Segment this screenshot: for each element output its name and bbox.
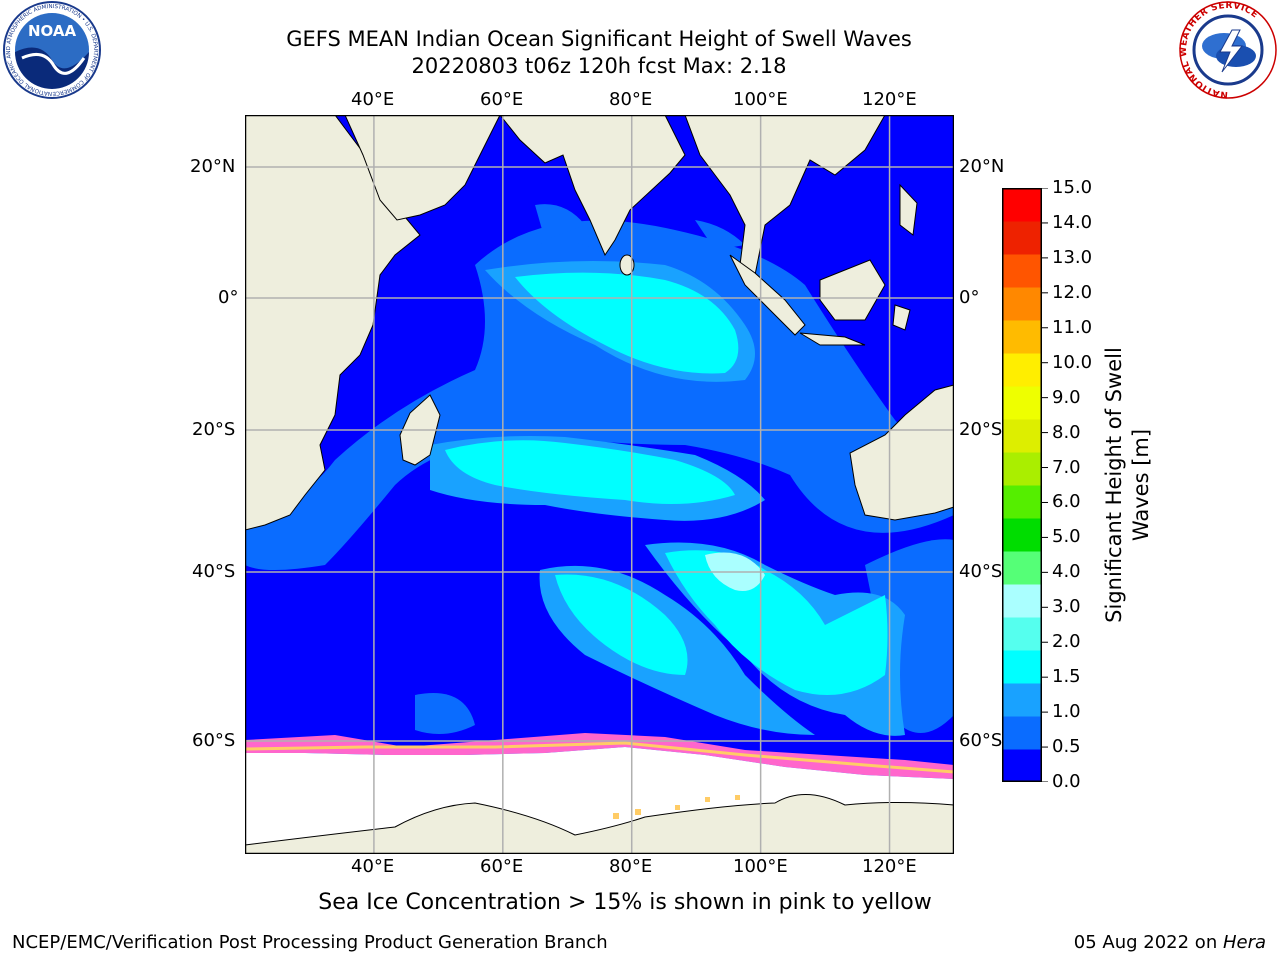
colorbar-tick-label: 12.0 [1052,281,1093,303]
colorbar-tick-label: 1.0 [1052,701,1081,723]
footer-host: Hera [1222,932,1266,953]
colorbar-segment [1002,452,1042,486]
map-gridlines [245,115,954,854]
colorbar-tick-label: 0.5 [1052,736,1081,758]
colorbar-segment [1002,485,1042,519]
colorbar-segment [1002,518,1042,552]
lat-label-left-40s: 40°S [192,561,236,582]
lon-label-bottom-40e: 40°E [351,856,395,877]
colorbar-tick-label: 10.0 [1052,351,1093,373]
colorbar-tick-label: 14.0 [1052,211,1093,233]
lon-label-top-120e: 120°E [862,89,917,110]
swell-height-map [245,115,954,854]
colorbar-tick-label: 7.0 [1052,456,1081,478]
land-antarctica [245,794,954,854]
colorbar-segment [1002,584,1042,618]
lon-label-bottom-120e: 120°E [862,856,917,877]
land-java [799,332,866,346]
lon-label-bottom-80e: 80°E [609,856,653,877]
chart-title: GEFS MEAN Indian Ocean Significant Heigh… [286,27,912,51]
colorbar-tick-label: 4.0 [1052,561,1081,583]
colorbar [1002,188,1048,782]
lat-label-right-40s: 40°S [959,561,1003,582]
lon-label-top-100e: 100°E [733,89,788,110]
colorbar-segment [1002,320,1042,354]
land-india [499,115,686,257]
colorbar-segment [1002,650,1042,684]
colorbar-segment [1002,254,1042,288]
sea-ice-edge [245,733,954,779]
colorbar-segment [1002,419,1042,453]
lat-label-right-20n: 20°N [959,156,1005,177]
land-borneo [819,259,886,321]
colorbar-segment [1002,716,1042,750]
footer-date-text: 05 Aug 2022 on [1073,932,1223,953]
chart-subtitle: 20220803 t06z 120h fcst Max: 2.18 [411,54,787,78]
lat-label-left-20n: 20°N [190,156,236,177]
swell-band-1.5-2.0 [445,272,888,695]
colorbar-tick-label: 2.0 [1052,631,1081,653]
colorbar-segment [1002,551,1042,585]
noaa-logo-text: NOAA [28,22,77,40]
sea-ice-caption: Sea Ice Concentration > 15% is shown in … [318,890,932,915]
colorbar-tick-label: 8.0 [1052,421,1081,443]
lat-label-left-20s: 20°S [192,419,236,440]
colorbar-segment [1002,749,1042,782]
colorbar-tick-label: 15.0 [1052,177,1093,198]
colorbar-segment [1002,188,1042,222]
colorbar-segment [1002,353,1042,387]
land-sulawesi [892,304,911,331]
colorbar-tick-label: 1.5 [1052,666,1081,688]
land-australia [849,384,954,521]
lon-label-top-40e: 40°E [351,89,395,110]
colorbar-tick-label: 9.0 [1052,386,1081,408]
colorbar-segment [1002,617,1042,651]
colorbar-tick-label: 6.0 [1052,491,1081,513]
colorbar-segment [1002,386,1042,420]
colorbar-tick-label: 3.0 [1052,596,1081,618]
colorbar-segment [1002,287,1042,321]
colorbar-segment [1002,683,1042,717]
lon-label-top-80e: 80°E [609,89,653,110]
noaa-logo: NOAA NATIONAL OCEANIC AND ATMOSPHERIC AD… [3,1,101,99]
footer-branch: NCEP/EMC/Verification Post Processing Pr… [12,932,608,953]
colorbar-segment [1002,221,1042,255]
colorbar-tick-label: 0.0 [1052,771,1081,792]
footer-date: 05 Aug 2022 on Hera [1074,932,1266,953]
colorbar-tick-label: 5.0 [1052,526,1081,548]
lon-label-bottom-60e: 60°E [480,856,524,877]
lat-label-right-0: 0° [959,287,980,308]
lon-label-top-60e: 60°E [480,89,524,110]
lon-label-bottom-100e: 100°E [733,856,788,877]
lat-label-right-20s: 20°S [959,419,1003,440]
colorbar-tick-label: 11.0 [1052,316,1093,338]
colorbar-title: Significant Height of Swell Waves [m] [1102,347,1153,623]
lat-label-right-60s: 60°S [959,730,1003,751]
land-philippines [899,183,918,236]
lat-label-left-0: 0° [218,287,239,308]
colorbar-tick-label: 13.0 [1052,246,1093,268]
nws-logo: NATIONAL WEATHER SERVICE [1179,1,1277,99]
lat-label-left-60s: 60°S [192,730,236,751]
